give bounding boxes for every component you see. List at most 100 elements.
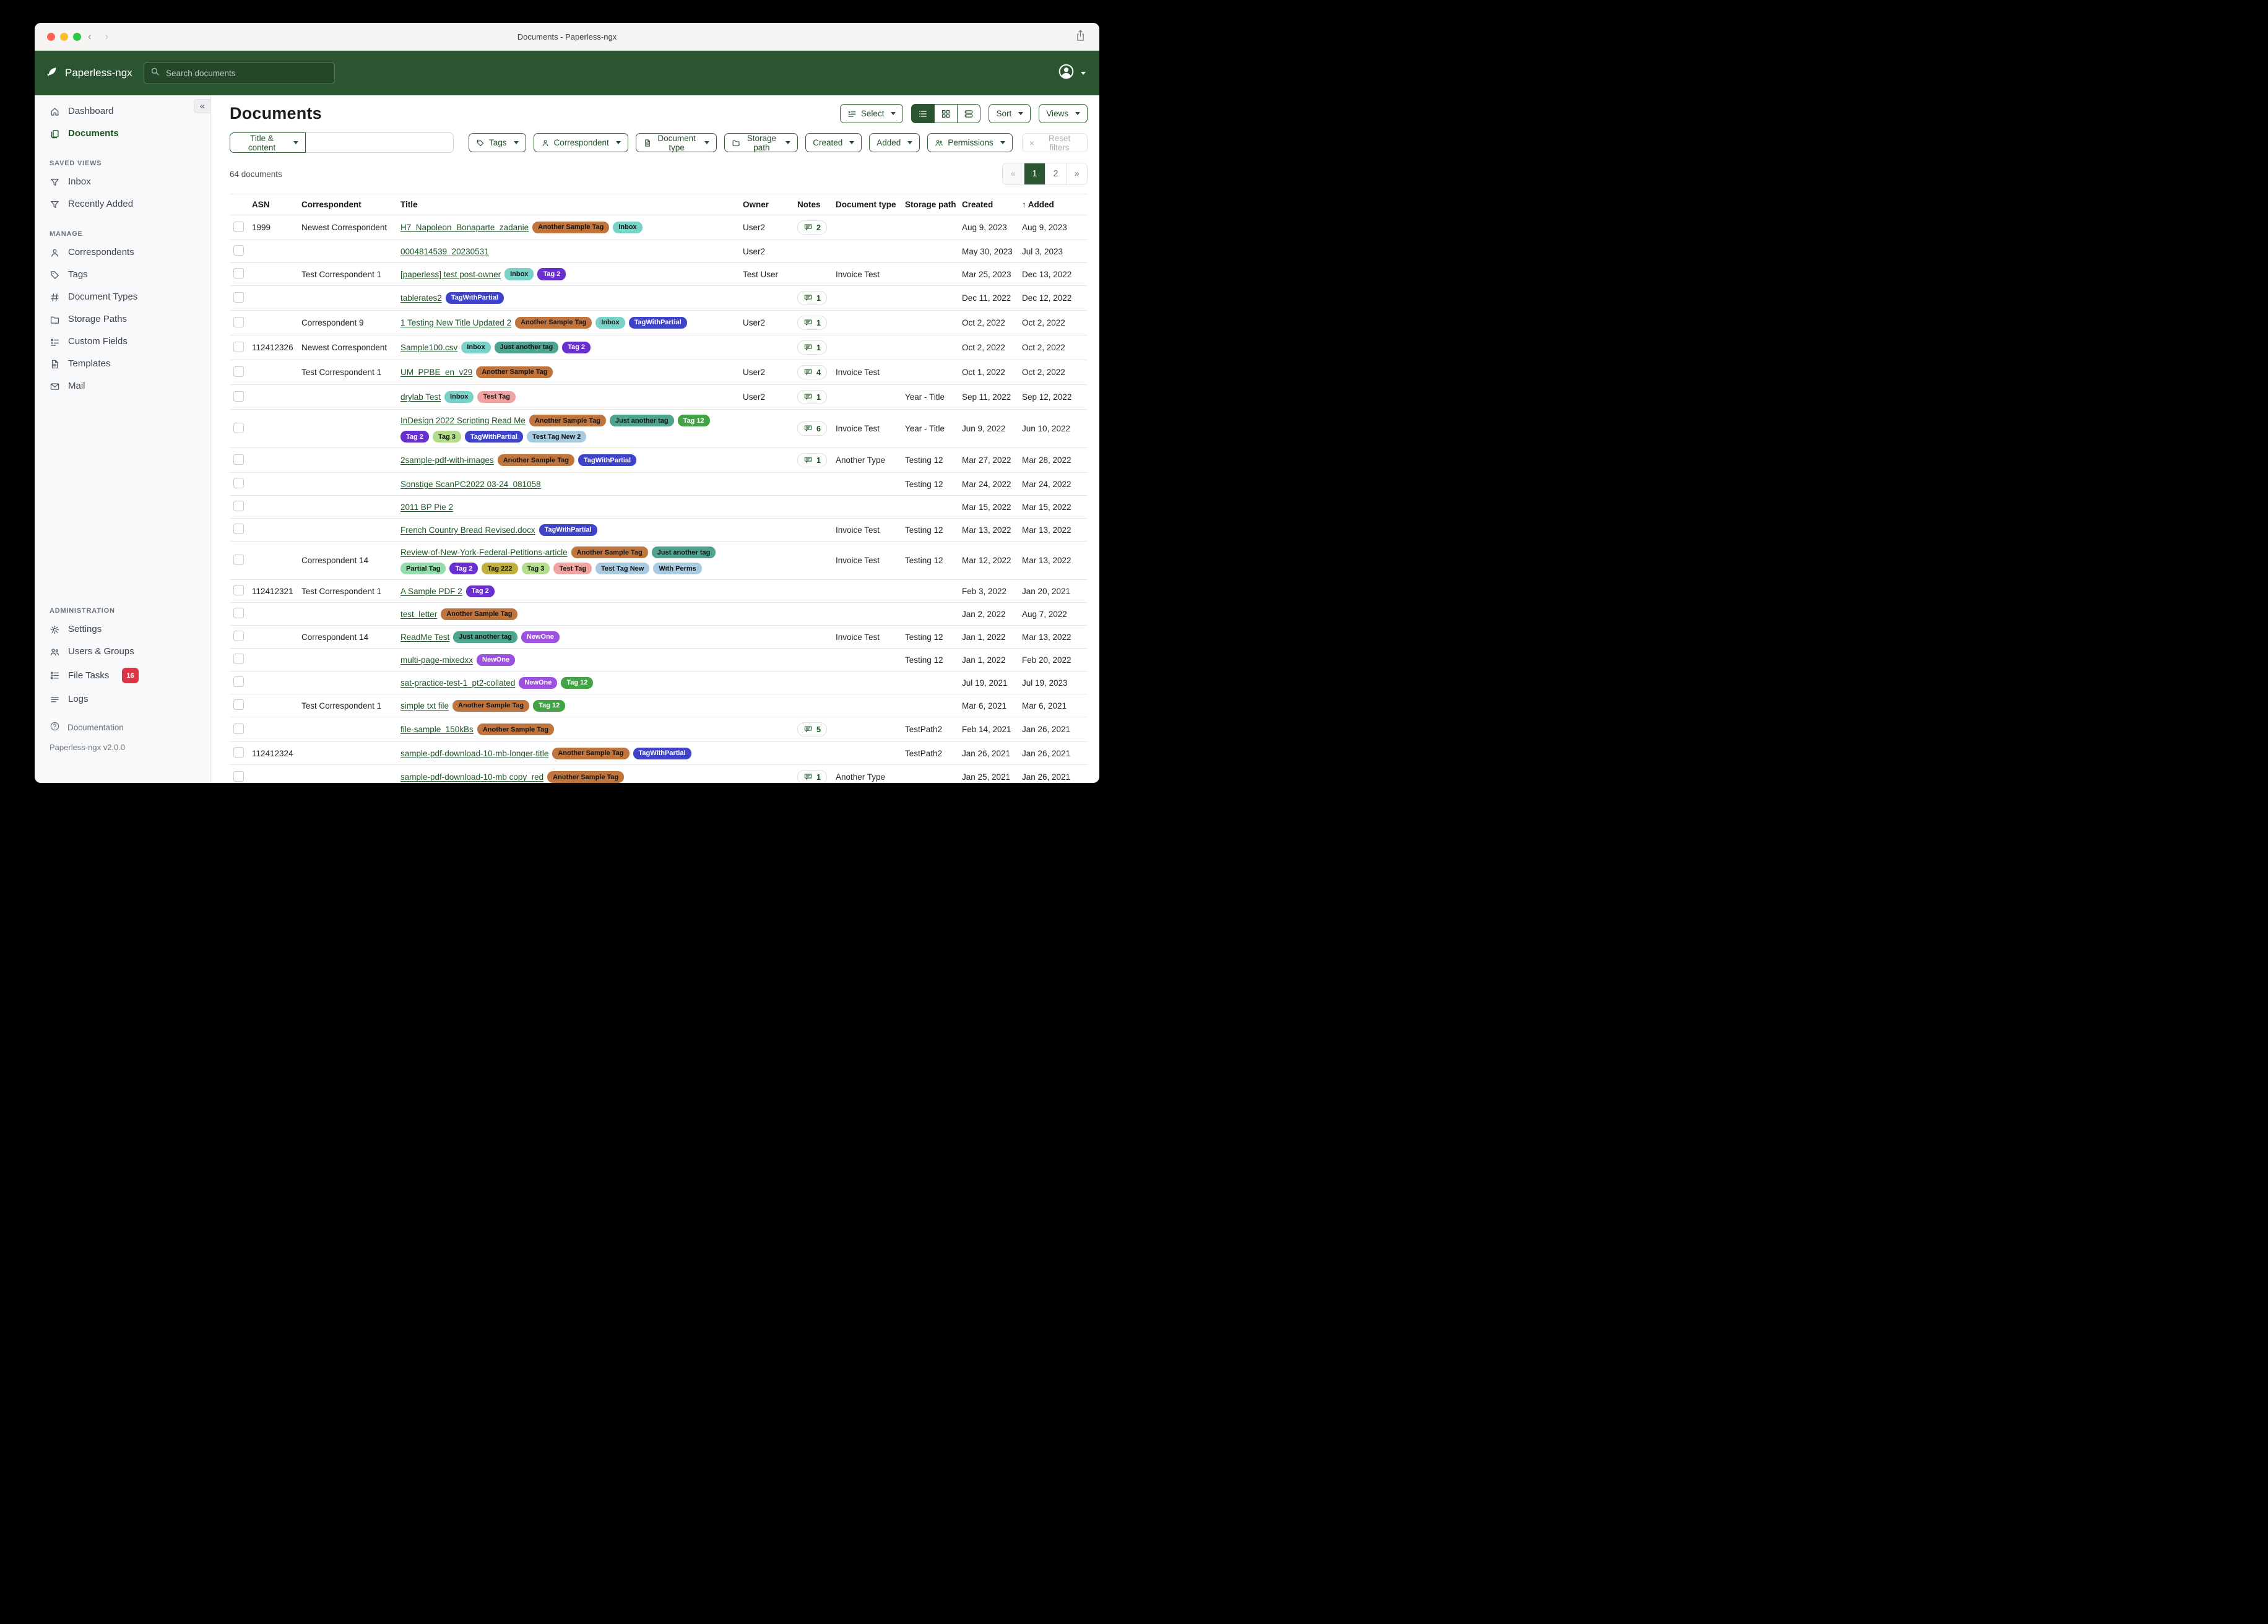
- user-menu[interactable]: [1058, 63, 1086, 83]
- added-filter-button[interactable]: Added: [869, 133, 920, 152]
- correspondent-cell[interactable]: Correspondent 14: [298, 625, 397, 649]
- close-window-button[interactable]: [47, 32, 55, 41]
- column-header-notes[interactable]: Notes: [794, 194, 832, 215]
- document-type-cell[interactable]: [832, 215, 901, 240]
- sidebar-item-dashboard[interactable]: Dashboard: [35, 100, 210, 123]
- sidebar-collapse-button[interactable]: «: [193, 99, 210, 113]
- search-input[interactable]: [165, 67, 328, 79]
- tag-pill[interactable]: Tag 2: [537, 268, 566, 280]
- row-checkbox[interactable]: [233, 723, 244, 734]
- storage-path-cell[interactable]: [901, 360, 958, 385]
- document-link[interactable]: sample-pdf-download-10-mb-longer-title: [400, 748, 549, 758]
- correspondent-cell[interactable]: [298, 717, 397, 743]
- document-type-cell[interactable]: [832, 335, 901, 360]
- tag-pill[interactable]: Another Sample Tag: [476, 366, 553, 379]
- sidebar-item-templates[interactable]: Templates: [35, 353, 210, 375]
- row-checkbox[interactable]: [233, 676, 244, 688]
- storage-path-cell[interactable]: Year - Title: [901, 384, 958, 410]
- correspondent-cell[interactable]: [298, 518, 397, 542]
- storage-path-cell[interactable]: [901, 310, 958, 335]
- tag-pill[interactable]: Test Tag: [553, 563, 592, 575]
- storage-path-cell[interactable]: [901, 764, 958, 783]
- tag-pill[interactable]: Tag 2: [400, 431, 429, 443]
- select-button[interactable]: Select: [839, 104, 904, 123]
- document-type-cell[interactable]: [832, 648, 901, 672]
- correspondent-cell[interactable]: Test Correspondent 1: [298, 262, 397, 286]
- tag-pill[interactable]: TagWithPartial: [633, 747, 691, 759]
- row-checkbox[interactable]: [233, 747, 244, 758]
- row-checkbox[interactable]: [233, 292, 244, 303]
- views-button[interactable]: Views: [1039, 104, 1088, 123]
- row-checkbox[interactable]: [233, 454, 244, 465]
- row-checkbox[interactable]: [233, 245, 244, 256]
- tag-pill[interactable]: Inbox: [504, 268, 534, 280]
- sidebar-item-file-tasks[interactable]: File Tasks 16: [35, 663, 210, 688]
- storage-path-cell[interactable]: [901, 579, 958, 603]
- tag-pill[interactable]: Another Sample Tag: [515, 316, 592, 329]
- correspondent-cell[interactable]: [298, 240, 397, 263]
- tag-pill[interactable]: Just another tag: [494, 341, 559, 354]
- row-checkbox[interactable]: [233, 478, 244, 489]
- notes-badge[interactable]: 1: [797, 453, 827, 468]
- document-type-cell[interactable]: Invoice Test: [832, 625, 901, 649]
- storage-path-cell[interactable]: Testing 12: [901, 518, 958, 542]
- storage-path-cell[interactable]: Testing 12: [901, 472, 958, 496]
- document-link[interactable]: sat-practice-test-1_pt2-collated: [400, 678, 516, 688]
- tag-pill[interactable]: Another Sample Tag: [497, 454, 574, 467]
- document-link[interactable]: [paperless] test post-owner: [400, 269, 501, 279]
- sidebar-item-custom-fields[interactable]: Custom Fields: [35, 330, 210, 353]
- tag-pill[interactable]: Just another tag: [610, 415, 674, 427]
- document-type-cell[interactable]: [832, 310, 901, 335]
- notes-badge[interactable]: 1: [797, 390, 827, 404]
- correspondent-cell[interactable]: Test Correspondent 1: [298, 579, 397, 603]
- column-header-asn[interactable]: ASN: [248, 194, 298, 215]
- title-content-dropdown[interactable]: Title & content: [230, 132, 306, 153]
- document-link[interactable]: file-sample_150kBs: [400, 725, 474, 735]
- storage-path-cell[interactable]: [901, 495, 958, 519]
- sidebar-item-logs[interactable]: Logs: [35, 688, 210, 710]
- tag-pill[interactable]: Tag 12: [677, 415, 710, 427]
- tag-pill[interactable]: Just another tag: [453, 631, 517, 643]
- column-header-storage-path[interactable]: Storage path: [901, 194, 958, 215]
- permissions-filter-button[interactable]: Permissions: [927, 133, 1013, 152]
- correspondent-cell[interactable]: [298, 409, 397, 449]
- correspondent-cell[interactable]: [298, 384, 397, 410]
- row-checkbox[interactable]: [233, 771, 244, 782]
- tag-pill[interactable]: Tag 2: [449, 563, 478, 575]
- column-header-owner[interactable]: Owner: [739, 194, 794, 215]
- tag-pill[interactable]: Another Sample Tag: [452, 699, 530, 712]
- document-link[interactable]: Review-of-New-York-Federal-Petitions-art…: [400, 548, 568, 558]
- page-2[interactable]: 2: [1045, 163, 1066, 184]
- sidebar-item-tags[interactable]: Tags: [35, 264, 210, 286]
- document-link[interactable]: Sample100.csv: [400, 343, 458, 352]
- tag-pill[interactable]: Tag 2: [465, 585, 495, 597]
- tag-pill[interactable]: Test Tag: [477, 391, 516, 404]
- tag-pill[interactable]: Another Sample Tag: [571, 546, 648, 559]
- row-checkbox[interactable]: [233, 422, 244, 433]
- tag-pill[interactable]: TagWithPartial: [578, 454, 637, 467]
- sort-button[interactable]: Sort: [989, 104, 1031, 123]
- correspondent-cell[interactable]: [298, 671, 397, 695]
- tag-pill[interactable]: Tag 2: [562, 341, 591, 354]
- tag-pill[interactable]: Another Sample Tag: [477, 723, 554, 736]
- title-content-input[interactable]: [305, 132, 454, 153]
- tag-pill[interactable]: Another Sample Tag: [441, 608, 518, 620]
- tag-pill[interactable]: With Perms: [653, 563, 702, 575]
- sidebar-item-document-types[interactable]: Document Types: [35, 286, 210, 308]
- storage-path-cell[interactable]: TestPath2: [901, 741, 958, 766]
- row-checkbox[interactable]: [233, 654, 244, 665]
- correspondent-cell[interactable]: [298, 764, 397, 783]
- row-checkbox[interactable]: [233, 585, 244, 596]
- document-type-cell[interactable]: Invoice Test: [832, 541, 901, 581]
- document-link[interactable]: A Sample PDF 2: [400, 586, 462, 596]
- document-link[interactable]: French Country Bread Revised.docx: [400, 525, 535, 535]
- column-header-created[interactable]: Created: [958, 194, 1018, 215]
- correspondent-cell[interactable]: Newest Correspondent: [298, 335, 397, 360]
- correspondent-cell[interactable]: [298, 602, 397, 626]
- column-header-document-type[interactable]: Document type: [832, 194, 901, 215]
- sidebar-item-settings[interactable]: Settings: [35, 618, 210, 641]
- page-1[interactable]: 1: [1024, 163, 1045, 184]
- created-filter-button[interactable]: Created: [805, 133, 862, 152]
- document-type-cell[interactable]: [832, 579, 901, 603]
- tag-pill[interactable]: TagWithPartial: [464, 431, 523, 443]
